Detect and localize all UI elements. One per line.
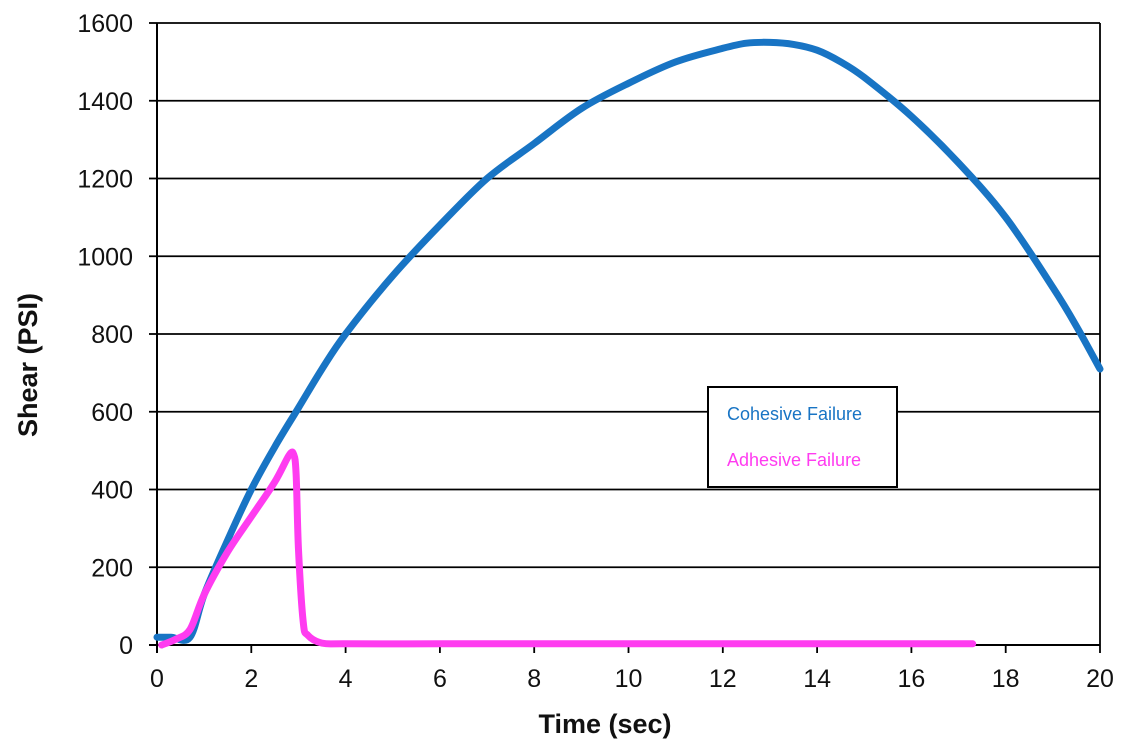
legend: Cohesive Failure Adhesive Failure [707,386,898,488]
y-tick-label: 200 [91,554,133,582]
x-tick-label: 12 [709,665,737,693]
x-tick-label: 16 [897,665,925,693]
legend-entry-cohesive-failure: Cohesive Failure [727,404,862,424]
x-tick-label: 10 [615,665,643,693]
series-lines [153,38,1104,649]
x-tick-label: 8 [527,665,541,693]
legend-entry-adhesive-failure: Adhesive Failure [727,450,861,470]
x-tick-label: 6 [433,665,447,693]
y-tick-label: 600 [91,399,133,427]
y-tick-label: 1600 [77,10,133,38]
x-axis-title: Time (sec) [538,709,671,739]
x-tick-label: 0 [150,665,164,693]
y-tick-label: 1400 [77,88,133,116]
y-tick-label: 0 [119,632,133,660]
tick-labels: 0 200 400 600 800 1000 1200 1400 1600 0 2 4 6 8 10 12 14… [77,10,1114,693]
y-tick-label: 1000 [77,243,133,271]
y-tick-label: 1200 [77,166,133,194]
axes [149,22,1101,653]
x-tick-label: 18 [992,665,1020,693]
y-tick-label: 800 [91,321,133,349]
x-tick-label: 2 [244,665,258,693]
x-tick-label: 4 [339,665,353,693]
legend-box [707,386,898,488]
x-tick-label: 14 [803,665,831,693]
series-line-cohesive-failure [153,38,1104,644]
y-tick-label: 400 [91,477,133,505]
series-line-adhesive-failure [158,448,977,649]
gridlines [157,22,1100,646]
x-tick-label: 20 [1086,665,1114,693]
y-axis-title: Shear (PSI) [13,293,43,437]
